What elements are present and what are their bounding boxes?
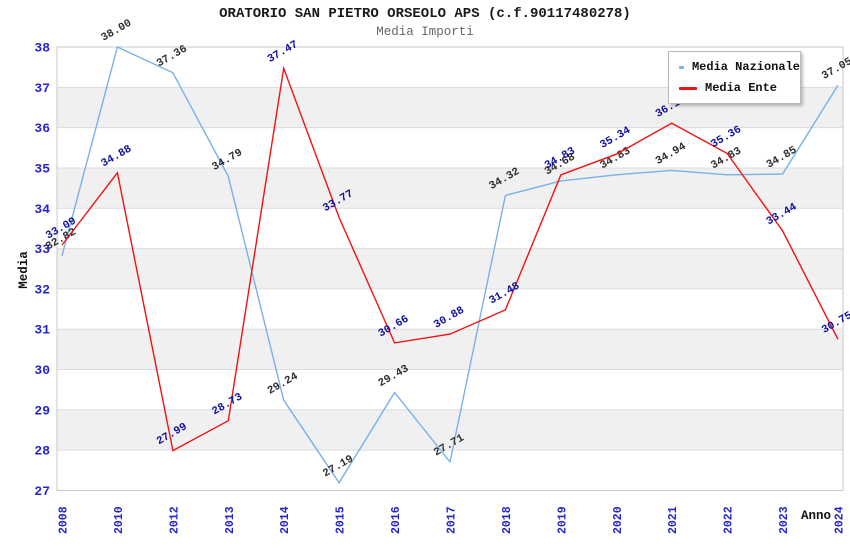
x-tick-label-2022: 2022 — [723, 506, 736, 534]
plot-band — [57, 288, 843, 330]
x-tick-label-2017: 2017 — [446, 506, 459, 534]
x-tick-label-2015: 2015 — [335, 506, 348, 534]
plot-band — [57, 248, 843, 289]
y-tick-label-29: 29 — [34, 403, 50, 418]
y-tick-label-27: 27 — [34, 484, 50, 499]
plot-band — [57, 450, 843, 491]
x-tick-label-2014: 2014 — [279, 506, 292, 534]
y-tick-label-35: 35 — [34, 161, 50, 176]
y-tick-label-38: 38 — [34, 41, 50, 56]
plot-band — [57, 167, 843, 209]
x-tick-label-2020: 2020 — [612, 506, 625, 534]
legend-swatch-media-ente-line — [679, 86, 697, 90]
y-tick-label-30: 30 — [34, 363, 50, 378]
y-tick-label-31: 31 — [34, 323, 50, 338]
plot-border — [56, 46, 844, 491]
legend-label-media-nazionale: Media Nazionale — [691, 60, 800, 74]
plot-band — [57, 369, 843, 410]
chart-subtitle: Media Importi — [376, 25, 474, 39]
y-axis-title: Media — [17, 251, 31, 289]
x-tick-label-2010: 2010 — [113, 506, 126, 534]
plot-band — [57, 409, 843, 451]
plot-band — [57, 127, 843, 168]
legend-item-media-nazionale: Media Nazionale — [679, 60, 800, 74]
chart-title: ORATORIO SAN PIETRO ORSEOLO APS (c.f.901… — [219, 6, 631, 22]
y-tick-label-36: 36 — [34, 121, 50, 136]
series-line-media-ente — [61, 65, 839, 452]
x-tick-label-2021: 2021 — [667, 506, 680, 534]
x-tick-label-2019: 2019 — [556, 506, 569, 534]
x-axis-title: Anno — [801, 509, 831, 523]
series-line-media-nazionale — [61, 46, 839, 485]
x-tick-label-2008: 2008 — [58, 506, 71, 534]
x-tick-label-2024: 2024 — [834, 506, 847, 534]
legend-item-media-ente: Media Ente — [679, 81, 800, 95]
x-tick-label-2023: 2023 — [778, 506, 791, 534]
x-tick-label-2013: 2013 — [224, 506, 237, 534]
y-tick-label-34: 34 — [34, 202, 50, 217]
plot-band — [57, 329, 843, 370]
x-tick-label-2018: 2018 — [501, 506, 514, 534]
y-tick-label-32: 32 — [34, 282, 50, 297]
legend-swatch-media-nazionale-line — [679, 65, 684, 69]
legend-label-media-ente: Media Ente — [705, 81, 778, 95]
plot-band — [57, 208, 843, 249]
x-tick-label-2016: 2016 — [390, 506, 403, 534]
y-tick-label-33: 33 — [34, 242, 50, 257]
legend: Media Nazionale Media Ente — [668, 51, 801, 104]
y-tick-label-37: 37 — [34, 81, 50, 96]
x-tick-label-2012: 2012 — [168, 506, 181, 534]
data-label: 38.00 — [99, 18, 134, 45]
y-tick-label-28: 28 — [34, 444, 50, 459]
